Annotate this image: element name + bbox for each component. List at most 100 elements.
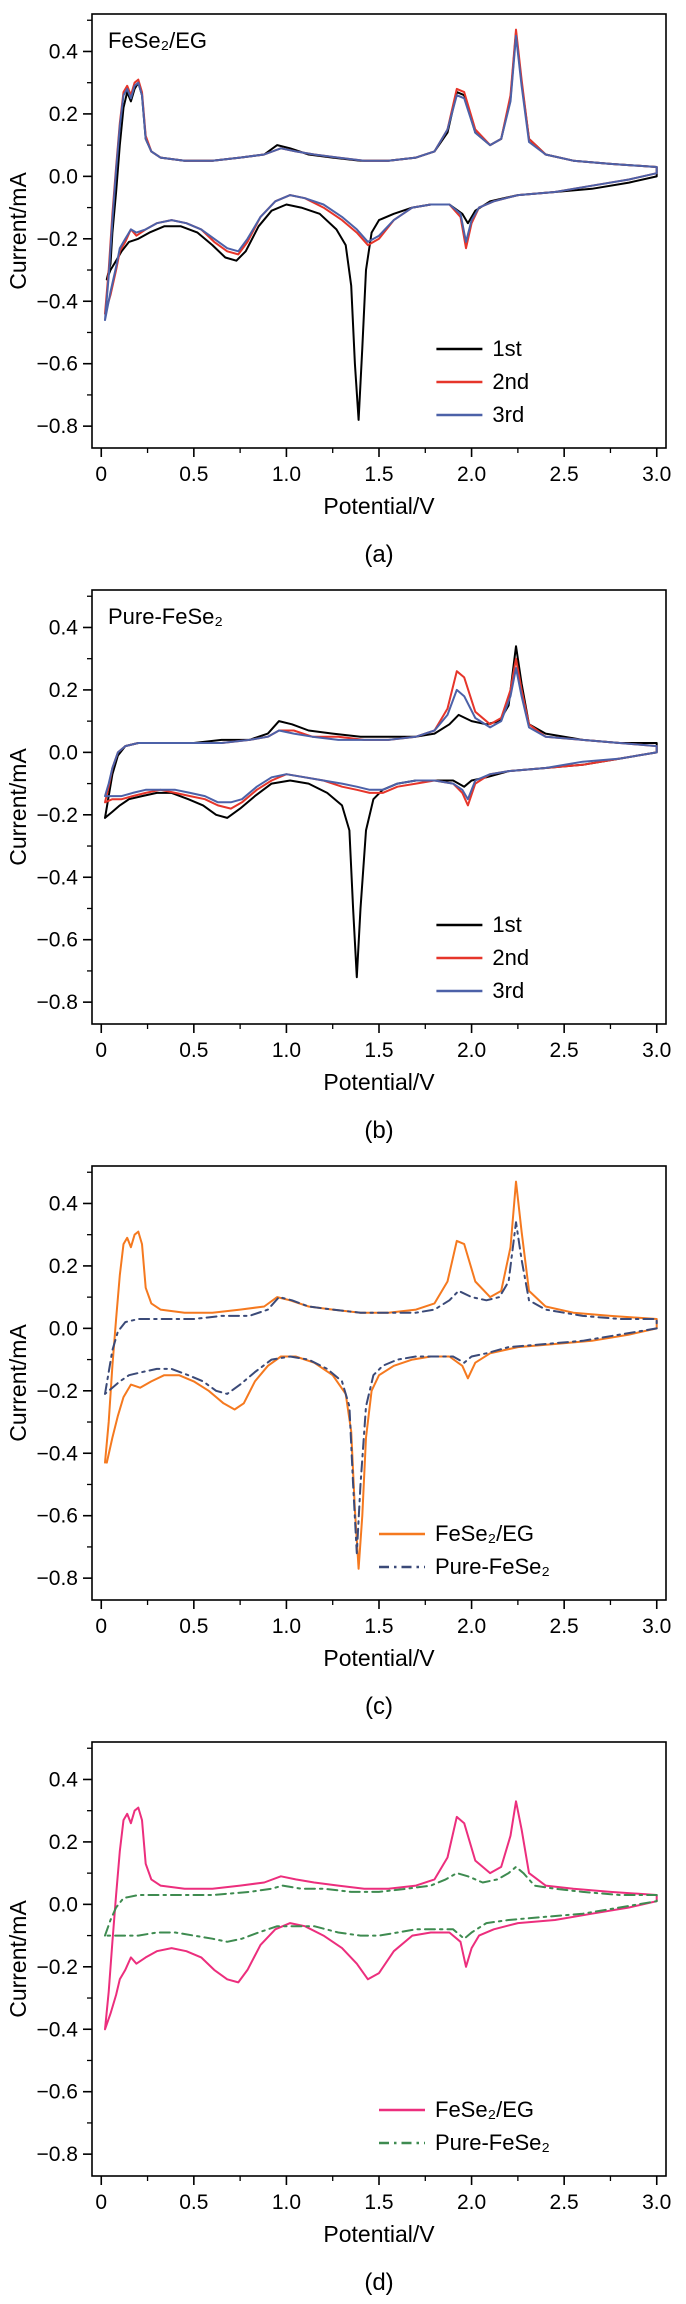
y-tick-label: −0.6 [37, 353, 78, 376]
x-axis-label: Potential/V [323, 2221, 435, 2247]
series-group [104, 1180, 658, 1570]
x-axis-label: Potential/V [323, 1069, 435, 1095]
cv-plot-c: 0 0.5 1.0 1.5 2.0 2.5 3.0 0.4 0.2 0.0 −0.2 −0.4 −0.6… [5, 1165, 671, 1671]
x-tick-label: 2.0 [457, 463, 486, 486]
chart-a: 0 0.5 1.0 1.5 2.0 2.5 3.0 0.4 0.2 0.0 −0.2 −0.4 −0.6… [0, 0, 686, 540]
legend: FeSe₂/EG Pure-FeSe₂ [379, 2097, 550, 2155]
y-tick-label: 0.0 [49, 1317, 78, 1340]
panel-b: 0 0.5 1.0 1.5 2.0 2.5 3.0 0.4 0.2 0.0 −0.2 −0.4 −0.6… [0, 576, 686, 1152]
cv-plot-a: 0 0.5 1.0 1.5 2.0 2.5 3.0 0.4 0.2 0.0 −0.2 −0.4 −0.6… [5, 13, 671, 519]
panel-annotation: FeSe₂/EG [108, 28, 207, 53]
y-tick-label: −0.8 [37, 415, 78, 438]
x-tick-label: 1.0 [272, 1615, 301, 1638]
y-tick-label: −0.2 [37, 228, 78, 251]
x-tick-label: 2.5 [550, 463, 579, 486]
x-tick-label: 3.0 [642, 2191, 671, 2214]
axes-box [91, 589, 667, 1025]
y-tick-label: 0.2 [49, 1831, 78, 1854]
legend: 1st 2nd 3rd [436, 912, 529, 1003]
x-tick-label: 1.0 [272, 2191, 301, 2214]
x-tick-label: 1.5 [364, 463, 393, 486]
x-axis: 0 0.5 1.0 1.5 2.0 2.5 3.0 [95, 448, 671, 486]
panel-annotation: Pure-FeSe₂ [108, 604, 223, 629]
series-1st [104, 645, 658, 979]
y-tick-label: −0.2 [37, 804, 78, 827]
panel-a: 0 0.5 1.0 1.5 2.0 2.5 3.0 0.4 0.2 0.0 −0.2 −0.4 −0.6… [0, 0, 686, 576]
y-axis: 0.4 0.2 0.0 −0.2 −0.4 −0.6 −0.8 [37, 1171, 92, 1590]
legend: 1st 2nd 3rd [436, 336, 529, 427]
legend: FeSe₂/EG Pure-FeSe₂ [379, 1521, 550, 1579]
y-tick-label: 0.0 [49, 741, 78, 764]
y-tick-label: −0.8 [37, 1567, 78, 1590]
y-tick-label: 0.4 [49, 1192, 79, 1215]
y-tick-label: 0.4 [49, 1768, 79, 1791]
chart-c: 0 0.5 1.0 1.5 2.0 2.5 3.0 0.4 0.2 0.0 −0.2 −0.4 −0.6… [0, 1152, 686, 1692]
x-tick-label: 0.5 [179, 2191, 208, 2214]
y-tick-label: 0.0 [49, 165, 78, 188]
x-tick-label: 1.5 [364, 2191, 393, 2214]
legend-label-1st: 1st [492, 336, 521, 361]
y-tick-label: 0.0 [49, 1893, 78, 1916]
x-axis: 0 0.5 1.0 1.5 2.0 2.5 3.0 [95, 1024, 671, 1062]
y-tick-label: 0.2 [49, 103, 78, 126]
y-tick-label: 0.2 [49, 1255, 78, 1278]
y-tick-label: 0.4 [49, 40, 79, 63]
x-axis: 0 0.5 1.0 1.5 2.0 2.5 3.0 [95, 2176, 671, 2214]
x-tick-label: 0.5 [179, 1039, 208, 1062]
legend-label-Pure-FeSe₂: Pure-FeSe₂ [435, 2130, 550, 2155]
y-axis-label: Current/mA [5, 1900, 31, 2018]
axes-box [91, 13, 667, 449]
panel-b-caption: (b) [364, 1117, 394, 1144]
series-group [104, 28, 658, 421]
y-tick-label: −0.4 [37, 1442, 79, 1465]
legend-label-2nd: 2nd [492, 945, 529, 970]
x-tick-label: 3.0 [642, 1615, 671, 1638]
x-axis: 0 0.5 1.0 1.5 2.0 2.5 3.0 [95, 1600, 671, 1638]
y-tick-label: −0.2 [37, 1956, 78, 1979]
panel-a-caption: (a) [364, 541, 394, 568]
x-tick-label: 0 [95, 1615, 107, 1638]
y-axis-label: Current/mA [5, 1324, 31, 1442]
x-tick-label: 1.0 [272, 463, 301, 486]
x-axis-label: Potential/V [323, 1645, 435, 1671]
y-tick-label: 0.2 [49, 679, 78, 702]
legend-label-3rd: 3rd [492, 402, 524, 427]
legend-label-FeSe₂/EG: FeSe₂/EG [435, 1521, 534, 1546]
cv-plot-b: 0 0.5 1.0 1.5 2.0 2.5 3.0 0.4 0.2 0.0 −0.2 −0.4 −0.6… [5, 589, 671, 1095]
series-group [104, 1800, 658, 2031]
x-tick-label: 3.0 [642, 463, 671, 486]
legend-label-2nd: 2nd [492, 369, 529, 394]
chart-d: 0 0.5 1.0 1.5 2.0 2.5 3.0 0.4 0.2 0.0 −0.2 −0.4 −0.6… [0, 1728, 686, 2268]
x-axis-label: Potential/V [323, 493, 435, 519]
y-tick-label: 0.4 [49, 616, 79, 639]
y-tick-label: −0.4 [37, 290, 79, 313]
series-3rd [104, 667, 658, 804]
y-axis-label: Current/mA [5, 172, 31, 290]
legend-label-Pure-FeSe₂: Pure-FeSe₂ [435, 1554, 550, 1579]
x-tick-label: 2.5 [550, 1615, 579, 1638]
series-group [104, 645, 658, 979]
x-tick-label: 0 [95, 463, 107, 486]
x-tick-label: 2.0 [457, 1039, 486, 1062]
legend-label-FeSe₂/EG: FeSe₂/EG [435, 2097, 534, 2122]
y-axis: 0.4 0.2 0.0 −0.2 −0.4 −0.6 −0.8 [37, 1747, 92, 2166]
y-tick-label: −0.6 [37, 2081, 78, 2104]
y-tick-label: −0.4 [37, 866, 79, 889]
x-tick-label: 0.5 [179, 1615, 208, 1638]
y-tick-label: −0.8 [37, 991, 78, 1014]
panel-c-caption: (c) [365, 1693, 393, 1720]
x-tick-label: 2.5 [550, 2191, 579, 2214]
x-tick-label: 2.0 [457, 1615, 486, 1638]
x-tick-label: 0.5 [179, 463, 208, 486]
x-tick-label: 2.5 [550, 1039, 579, 1062]
x-tick-label: 0 [95, 1039, 107, 1062]
series-3rd [104, 34, 658, 321]
chart-b: 0 0.5 1.0 1.5 2.0 2.5 3.0 0.4 0.2 0.0 −0.2 −0.4 −0.6… [0, 576, 686, 1116]
series-1st [105, 31, 658, 421]
series-Pure-FeSe₂ [104, 1865, 658, 1943]
y-tick-label: −0.6 [37, 1505, 78, 1528]
x-tick-label: 1.5 [364, 1039, 393, 1062]
panel-c: 0 0.5 1.0 1.5 2.0 2.5 3.0 0.4 0.2 0.0 −0.2 −0.4 −0.6… [0, 1152, 686, 1728]
series-2nd [104, 28, 658, 315]
y-tick-label: −0.8 [37, 2143, 78, 2166]
